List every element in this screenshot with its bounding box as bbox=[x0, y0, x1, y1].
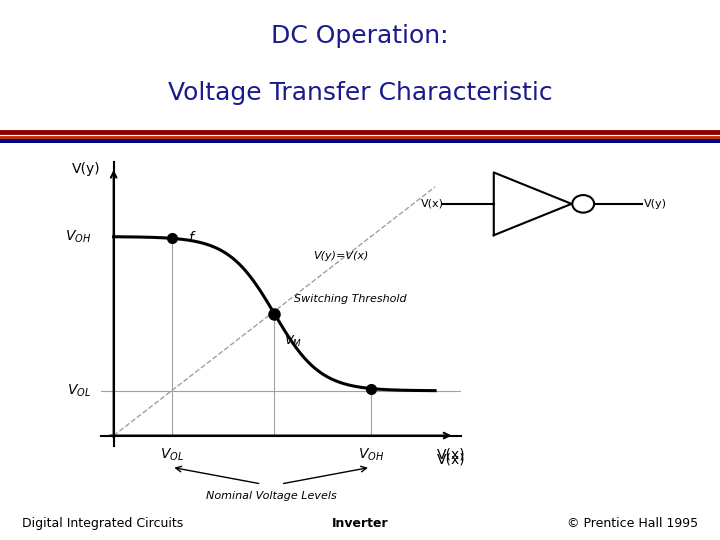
Text: $V_M$: $V_M$ bbox=[284, 334, 302, 349]
Text: $V_{OL}$: $V_{OL}$ bbox=[67, 382, 91, 399]
Text: V(x): V(x) bbox=[421, 199, 444, 209]
Text: V(y): V(y) bbox=[644, 199, 667, 209]
Text: Digital Integrated Circuits: Digital Integrated Circuits bbox=[22, 517, 183, 530]
Text: V(y): V(y) bbox=[72, 163, 101, 177]
Text: $V_{OL}$: $V_{OL}$ bbox=[160, 447, 184, 463]
Text: DC Operation:: DC Operation: bbox=[271, 24, 449, 48]
Text: $V_{OH}$: $V_{OH}$ bbox=[358, 447, 384, 463]
Text: V(y)=V(x): V(y)=V(x) bbox=[313, 252, 369, 261]
Text: © Prentice Hall 1995: © Prentice Hall 1995 bbox=[567, 517, 698, 530]
Text: Inverter: Inverter bbox=[332, 517, 388, 530]
Text: Voltage Transfer Characteristic: Voltage Transfer Characteristic bbox=[168, 82, 552, 105]
Text: Switching Threshold: Switching Threshold bbox=[294, 294, 406, 304]
Text: f: f bbox=[188, 231, 192, 245]
Text: V(x): V(x) bbox=[437, 448, 465, 462]
Text: V(x): V(x) bbox=[437, 453, 465, 467]
Text: $V_{OH}$: $V_{OH}$ bbox=[65, 228, 91, 245]
Text: Nominal Voltage Levels: Nominal Voltage Levels bbox=[206, 491, 336, 502]
Polygon shape bbox=[494, 172, 572, 235]
Circle shape bbox=[572, 195, 594, 213]
